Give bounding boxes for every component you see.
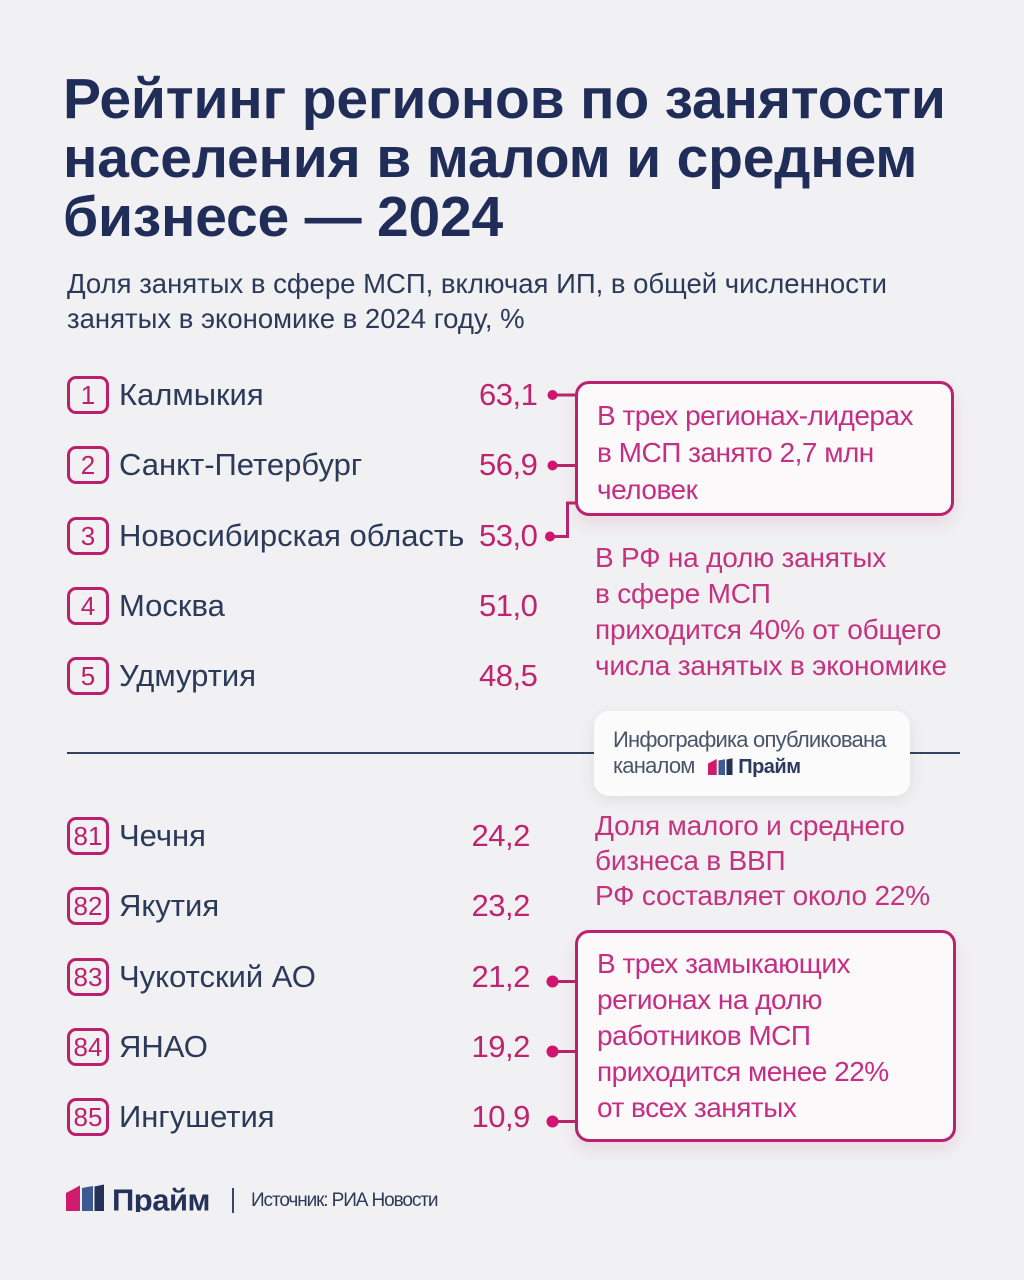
svg-text:Прайм: Прайм [112, 1184, 210, 1212]
